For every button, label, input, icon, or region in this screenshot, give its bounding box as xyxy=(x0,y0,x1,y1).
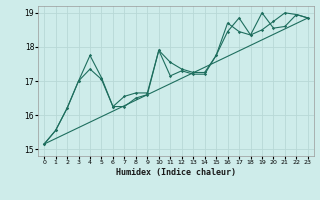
X-axis label: Humidex (Indice chaleur): Humidex (Indice chaleur) xyxy=(116,168,236,177)
